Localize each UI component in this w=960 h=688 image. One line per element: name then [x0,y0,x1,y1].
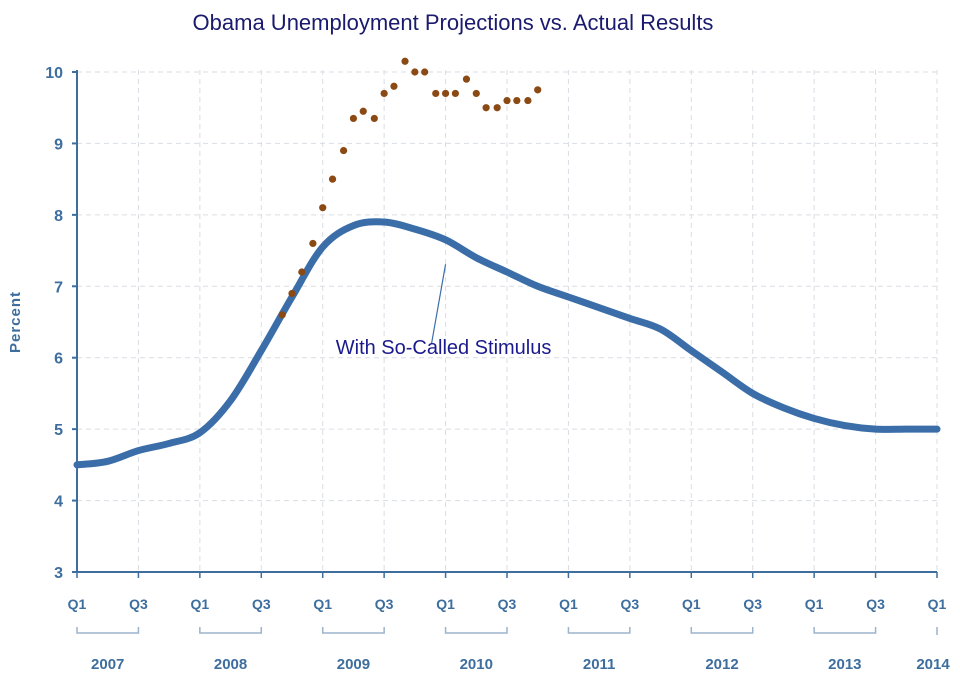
annotation-label: With So-Called Stimulus [336,337,552,359]
actual-point [298,268,306,276]
actual-point [451,89,459,98]
x-tick-label: Q1 [68,596,87,612]
actual-point [278,311,286,319]
year-label: 2009 [337,656,370,673]
x-tick-label: Q3 [743,596,762,612]
actual-point [349,114,358,123]
actual-point [421,68,429,76]
year-bracket [199,627,263,634]
x-tick-label: Q3 [498,596,517,612]
actual-point [380,89,388,98]
y-tick-label: 10 [45,65,63,82]
projection-series-line [73,218,941,469]
x-tick-label: Q3 [866,596,885,612]
year-bracket [76,627,140,634]
year-label: 2013 [828,656,861,673]
y-tick-label: 4 [54,494,63,511]
y-tick-label: 9 [54,136,63,153]
year-label: 2014 [916,656,950,673]
actual-point [534,86,542,94]
year-bracket [813,627,877,634]
actual-point [319,204,327,212]
year-label: 2007 [91,656,124,673]
y-tick-label: 5 [54,422,63,439]
actual-series-points [278,57,542,319]
actual-point [401,57,409,65]
actual-point [493,104,501,112]
actual-point [472,89,480,98]
x-tick-label: Q3 [375,596,394,612]
actual-point [513,96,521,105]
actual-point [328,175,337,183]
actual-point [309,239,317,248]
actual-point [359,107,367,115]
year-label: 2011 [583,656,616,673]
y-axis-label: Percent [7,291,24,353]
y-tick-label: 6 [54,351,63,368]
x-tick-label: Q1 [436,596,455,612]
x-tick-labels: Q1 Q3 Q1 Q3 Q1 Q3 Q1 Q3 Q1 Q3 Q1 Q3 Q1 Q3 Q1 [68,572,947,612]
x-tick-label: Q1 [928,596,947,612]
actual-point [503,96,511,105]
year-bracket [444,627,508,634]
grid [77,70,938,572]
year-label: 2008 [214,656,247,673]
chart-title: Obama Unemployment Projections vs. Actua… [193,10,714,35]
y-tick-label: 7 [54,279,63,296]
year-label: 2010 [460,656,493,673]
y-tick-label: 8 [54,208,63,225]
actual-point [390,82,398,90]
x-tick-label: Q3 [621,596,640,612]
actual-point [340,146,348,155]
year-brackets: 2007 2008 2009 2010 2011 2012 2013 2014 [76,627,950,673]
year-bracket [690,627,754,634]
x-tick-label: Q3 [252,596,271,612]
x-tick-label: Q3 [129,596,148,612]
actual-point [411,68,419,76]
actual-point [432,89,440,98]
actual-point [482,104,490,112]
y-tick-labels: 3 4 5 6 7 8 9 10 [45,65,77,582]
x-tick-label: Q1 [191,596,210,612]
actual-point [441,89,450,98]
y-tick-label: 3 [54,565,63,582]
actual-point [288,289,296,298]
annotation-pointer [430,264,447,344]
year-bracket [567,627,631,634]
year-bracket [321,627,385,634]
year-label: 2012 [705,656,738,673]
x-tick-label: Q1 [559,596,578,612]
x-tick-label: Q1 [805,596,824,612]
x-tick-label: Q1 [313,596,332,612]
actual-point [370,114,378,123]
actual-point [462,75,471,83]
x-tick-label: Q1 [682,596,701,612]
actual-point [524,96,532,105]
